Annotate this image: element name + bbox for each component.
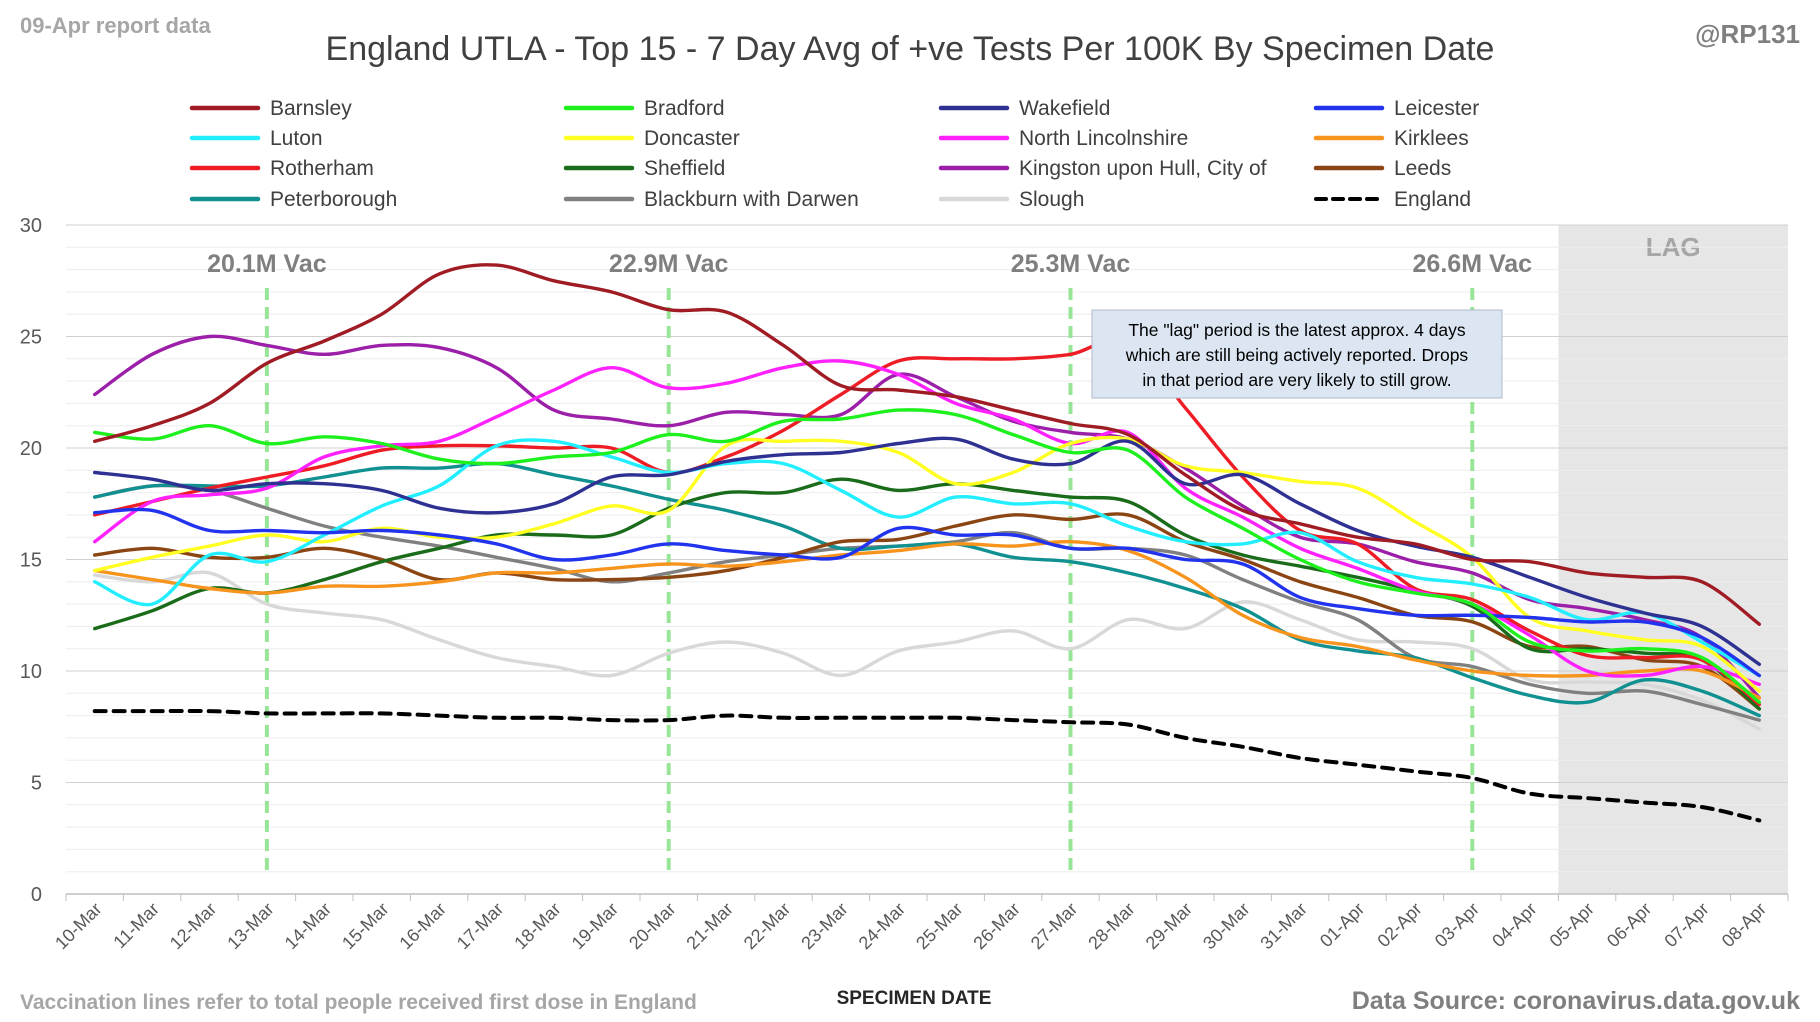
vaccination-label: 22.9M Vac xyxy=(609,250,729,278)
y-tick-label: 5 xyxy=(31,773,42,795)
author-handle: @RP131 xyxy=(1695,19,1800,49)
legend-label: Sheffield xyxy=(644,157,725,180)
chart-title: England UTLA - Top 15 - 7 Day Avg of +ve… xyxy=(326,30,1495,68)
footer-note: Vaccination lines refer to total people … xyxy=(20,991,697,1014)
y-tick-label: 25 xyxy=(20,327,42,349)
series-line-kingston-upon-hull-city-of xyxy=(93,334,1761,700)
legend-item: Rotherham xyxy=(189,157,374,180)
legend-item: Peterborough xyxy=(189,188,397,211)
vaccination-label: 20.1M Vac xyxy=(207,250,327,278)
legend-item: Slough xyxy=(938,188,1084,211)
report-date-label: 09-Apr report data xyxy=(20,13,211,38)
y-tick-label: 15 xyxy=(20,550,42,572)
legend-label: Leicester xyxy=(1394,97,1479,120)
legend-label: Blackburn with Darwen xyxy=(644,188,859,211)
series-line-england xyxy=(92,708,1762,823)
legend-label: Kirklees xyxy=(1394,127,1469,150)
legend-label: Slough xyxy=(1019,188,1084,211)
annotation-box xyxy=(1091,309,1503,399)
y-tick-label: 0 xyxy=(31,884,42,906)
series-line-luton xyxy=(93,438,1761,678)
series-line-rotherham xyxy=(93,337,1761,707)
legend-label: Rotherham xyxy=(270,157,374,180)
legend-item: Blackburn with Darwen xyxy=(563,188,859,211)
series-line-slough xyxy=(93,570,1761,731)
legend-label: Wakefield xyxy=(1019,97,1110,120)
series-line-peterborough xyxy=(93,461,1761,718)
y-tick-label: 10 xyxy=(20,661,42,683)
vaccination-label: 25.3M Vac xyxy=(1011,250,1131,278)
x-axis-label: SPECIMEN DATE xyxy=(837,988,992,1009)
legend-label: Leeds xyxy=(1394,157,1451,180)
legend-item: England xyxy=(1314,188,1471,211)
series-line-kirklees xyxy=(93,539,1761,700)
legend-item: Leicester xyxy=(1313,97,1479,120)
lag-annotation: The "lag" period is the latest approx. 4… xyxy=(1091,309,1503,399)
legend-label: Kingston upon Hull, City of xyxy=(1019,157,1267,180)
legend-label: Barnsley xyxy=(270,97,352,120)
y-tick-label: 30 xyxy=(20,215,42,237)
legend-item: Luton xyxy=(189,127,323,150)
series-line-barnsley xyxy=(93,263,1761,626)
series-line-doncaster xyxy=(93,435,1761,693)
legend-item: Bradford xyxy=(563,97,725,120)
legend-item: Doncaster xyxy=(563,127,740,150)
legend-item: Wakefield xyxy=(938,97,1110,120)
legend-label: North Lincolnshire xyxy=(1019,127,1188,150)
legend-item: North Lincolnshire xyxy=(938,127,1188,150)
legend-item: Barnsley xyxy=(189,97,352,120)
y-tick-label: 20 xyxy=(20,438,42,460)
annotation-text: The "lag" period is the latest approx. 4… xyxy=(1125,320,1469,390)
legend-label: Bradford xyxy=(644,97,725,120)
vaccination-label: 26.6M Vac xyxy=(1413,250,1533,278)
legend-label: England xyxy=(1394,188,1471,211)
data-source: Data Source: coronavirus.data.gov.uk xyxy=(1352,987,1800,1015)
legend-item: Leeds xyxy=(1313,157,1451,180)
legend-label: Luton xyxy=(270,127,323,150)
legend-item: Sheffield xyxy=(563,157,725,180)
legend-label: Doncaster xyxy=(644,127,740,150)
series-line-leicester xyxy=(93,507,1761,678)
legend-item: Kingston upon Hull, City of xyxy=(938,157,1267,180)
legend-label: Peterborough xyxy=(270,188,397,211)
series-line-bradford xyxy=(93,408,1761,704)
legend-item: Kirklees xyxy=(1313,127,1469,150)
